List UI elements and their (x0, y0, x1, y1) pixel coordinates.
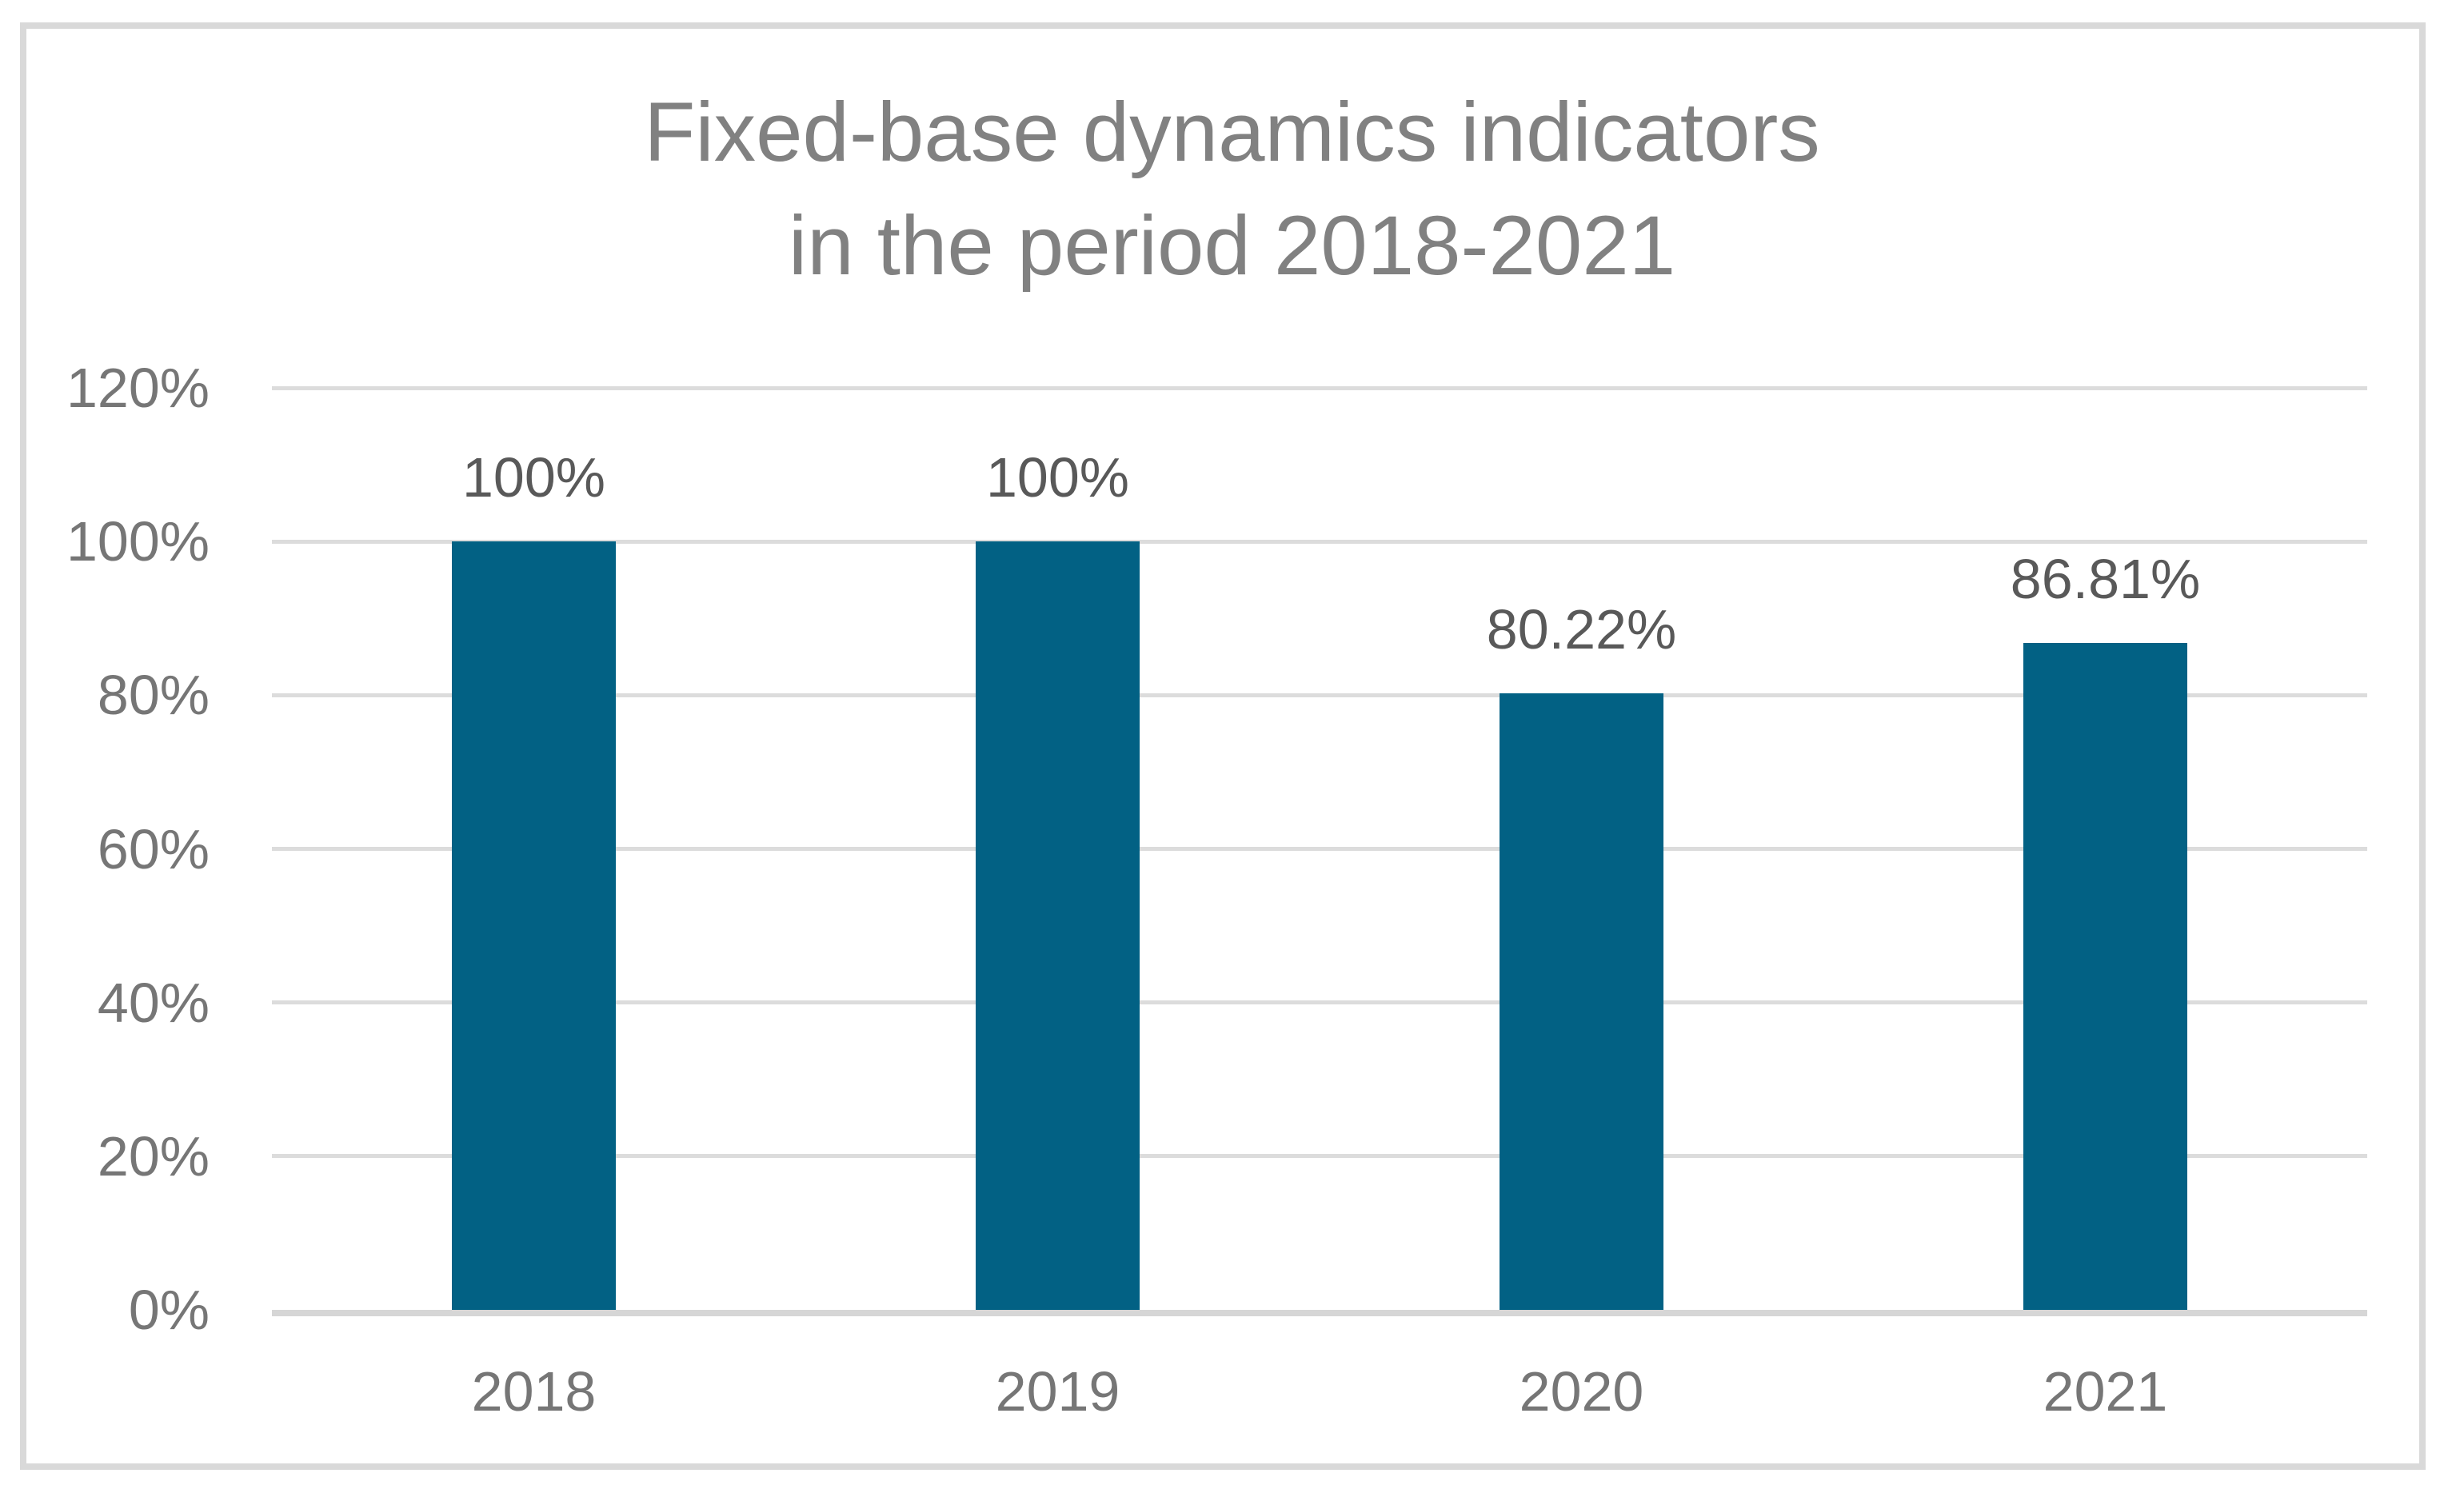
y-gridline (272, 385, 2367, 390)
y-gridline (272, 847, 2367, 851)
chart-title-line-2: in the period 2018-2021 (788, 198, 1676, 293)
bar-2020 (1500, 693, 1663, 1310)
chart-frame-border (20, 22, 2426, 1470)
chart-title: Fixed-base dynamics indicators in the pe… (0, 76, 2464, 303)
x-tick-label: 2019 (995, 1360, 1120, 1423)
y-tick-label: 20% (97, 1124, 210, 1188)
y-tick-label: 60% (97, 817, 210, 880)
y-tick-label: 40% (97, 971, 210, 1034)
bar-value-label: 100% (985, 446, 1130, 509)
bar-2021 (2023, 642, 2187, 1310)
bar-value-label: 86.81% (2010, 547, 2201, 610)
bar-value-label: 80.22% (1486, 598, 1677, 661)
y-tick-label: 100% (66, 510, 210, 573)
bar-2018 (452, 541, 616, 1310)
x-tick-label: 2020 (1519, 1360, 1644, 1423)
y-tick-label: 80% (97, 664, 210, 727)
y-tick-label: 120% (66, 357, 210, 419)
bar-2019 (976, 541, 1140, 1310)
chart-title-line-1: Fixed-base dynamics indicators (644, 86, 1820, 179)
bar-value-label: 100% (461, 446, 606, 509)
x-tick-label: 2021 (2043, 1360, 2168, 1423)
y-gridline (272, 1154, 2367, 1159)
y-gridline (272, 539, 2367, 544)
x-axis-line (272, 1310, 2367, 1316)
y-gridline (272, 1000, 2367, 1005)
y-tick-label: 0% (128, 1279, 210, 1341)
x-tick-label: 2018 (471, 1360, 597, 1423)
y-gridline (272, 693, 2367, 697)
